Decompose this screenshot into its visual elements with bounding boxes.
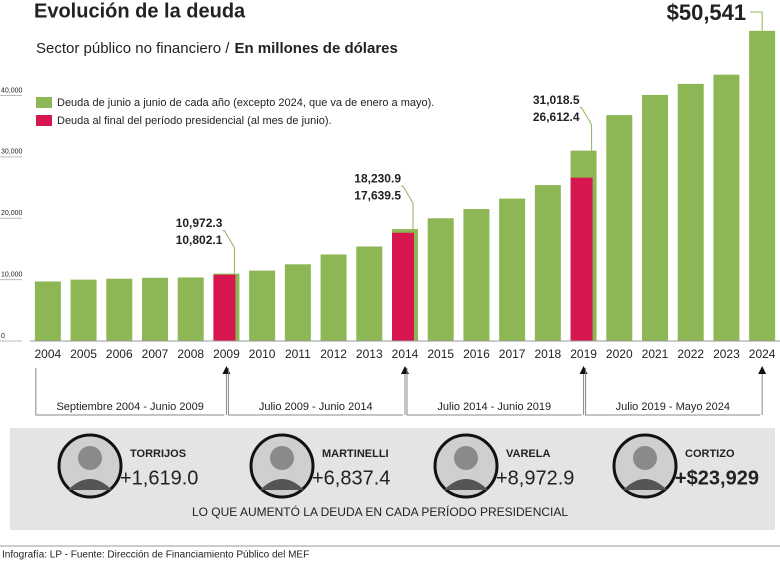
x-tick-label: 2008 bbox=[177, 347, 204, 361]
portrait-head bbox=[78, 446, 102, 470]
president-increase: +1,619.0 bbox=[120, 467, 198, 489]
y-tick-label: 40,000 bbox=[1, 87, 23, 94]
x-tick-label: 2023 bbox=[713, 347, 740, 361]
legend-swatch bbox=[36, 115, 52, 126]
bar bbox=[534, 185, 561, 341]
period-label: Julio 2009 - Junio 2014 bbox=[259, 401, 373, 413]
x-tick-label: 2014 bbox=[392, 347, 419, 361]
footer: Infografía: LP - Fuente: Dirección de Fi… bbox=[2, 550, 309, 561]
x-tick-label: 2024 bbox=[749, 347, 776, 361]
legend-swatch bbox=[36, 97, 52, 108]
bar bbox=[284, 264, 311, 341]
president-increase: +$23,929 bbox=[675, 467, 759, 489]
x-tick-label: 2022 bbox=[677, 347, 704, 361]
period-label: Septiembre 2004 - Junio 2009 bbox=[56, 401, 203, 413]
x-tick-label: 2013 bbox=[356, 347, 383, 361]
subtitle: Sector público no financiero / En millone… bbox=[36, 40, 398, 57]
portrait-body bbox=[260, 479, 304, 490]
y-tick-label: 0 bbox=[1, 333, 5, 340]
bar bbox=[70, 279, 97, 341]
period-arrow bbox=[758, 366, 767, 374]
bar bbox=[34, 281, 61, 341]
portrait-body bbox=[623, 479, 667, 490]
bar bbox=[356, 246, 383, 341]
x-tick-label: 2006 bbox=[106, 347, 133, 361]
x-tick-label: 2019 bbox=[570, 347, 597, 361]
portrait-body bbox=[68, 479, 112, 490]
x-tick-label: 2005 bbox=[70, 347, 97, 361]
president-increase: +6,837.4 bbox=[312, 467, 390, 489]
value-label: 26,612.4 bbox=[533, 110, 580, 124]
caption: LO QUE AUMENTÓ LA DEUDA EN CADA PERÍODO … bbox=[192, 504, 568, 519]
portrait-head bbox=[633, 446, 657, 470]
x-tick-label: 2015 bbox=[427, 347, 454, 361]
y-tick-label: 10,000 bbox=[1, 271, 23, 278]
units: En millones de dólares bbox=[234, 40, 397, 57]
bar bbox=[499, 198, 526, 341]
value-label: 10,972.3 bbox=[176, 216, 223, 230]
bar bbox=[677, 83, 704, 341]
x-tick-label: 2004 bbox=[35, 347, 62, 361]
period-arrow bbox=[222, 366, 231, 374]
value-label: 31,018.5 bbox=[533, 93, 580, 107]
bar-period-end bbox=[570, 177, 593, 341]
x-tick-label: 2018 bbox=[535, 347, 562, 361]
chart-title: Evolución de la deuda bbox=[34, 0, 246, 22]
bar bbox=[320, 254, 347, 341]
subtitle-text: Sector público no financiero / bbox=[36, 40, 230, 57]
x-tick-label: 2016 bbox=[463, 347, 490, 361]
x-tick-label: 2011 bbox=[285, 347, 311, 361]
x-tick-label: 2012 bbox=[320, 347, 347, 361]
bar bbox=[642, 94, 668, 341]
bar bbox=[106, 278, 133, 341]
x-tick-label: 2007 bbox=[142, 347, 169, 361]
leader bbox=[401, 185, 414, 230]
value-label: 10,802.1 bbox=[176, 233, 223, 247]
leader bbox=[579, 107, 593, 151]
legend-label: Deuda de junio a junio de cada año (exce… bbox=[57, 97, 434, 109]
y-tick-label: 20,000 bbox=[1, 210, 23, 217]
president-name: CORTIZO bbox=[685, 448, 735, 460]
president-name: TORRIJOS bbox=[130, 448, 186, 460]
x-tick-label: 2010 bbox=[249, 347, 276, 361]
period-bracket bbox=[35, 368, 225, 416]
president-name: VARELA bbox=[506, 448, 550, 460]
value-label: $50,541 bbox=[667, 0, 747, 25]
bar bbox=[749, 30, 776, 342]
president-increase: +8,972.9 bbox=[496, 467, 574, 489]
bar bbox=[249, 270, 276, 341]
bar bbox=[427, 218, 454, 341]
leader bbox=[750, 11, 763, 31]
period-bracket bbox=[585, 368, 761, 416]
period-arrow bbox=[401, 366, 409, 374]
portrait-head bbox=[270, 446, 294, 470]
x-tick-label: 2017 bbox=[499, 347, 526, 361]
bar bbox=[463, 209, 490, 341]
legend-label: Deuda al final del período presidencial … bbox=[57, 115, 332, 127]
value-label: 17,639.5 bbox=[354, 188, 401, 202]
y-tick-label: 30,000 bbox=[1, 149, 23, 156]
portrait-head bbox=[454, 446, 478, 470]
bar bbox=[713, 74, 740, 342]
bar-period-end bbox=[213, 274, 236, 341]
bar bbox=[606, 115, 633, 341]
x-tick-label: 2009 bbox=[213, 347, 240, 361]
x-tick-label: 2020 bbox=[606, 347, 633, 361]
president-name: MARTINELLI bbox=[322, 448, 389, 460]
x-tick-label: 2021 bbox=[642, 347, 669, 361]
bar bbox=[177, 277, 204, 341]
portrait-body bbox=[444, 479, 488, 490]
period-label: Julio 2014 - Junio 2019 bbox=[437, 401, 551, 413]
value-label: 18,230.9 bbox=[354, 171, 401, 185]
leader bbox=[222, 230, 235, 274]
period-arrow bbox=[579, 366, 588, 374]
period-label: Julio 2019 - Mayo 2024 bbox=[616, 401, 730, 413]
bar-period-end bbox=[392, 232, 414, 341]
period-bracket bbox=[227, 368, 403, 416]
period-bracket bbox=[406, 368, 582, 416]
bar bbox=[142, 277, 168, 341]
